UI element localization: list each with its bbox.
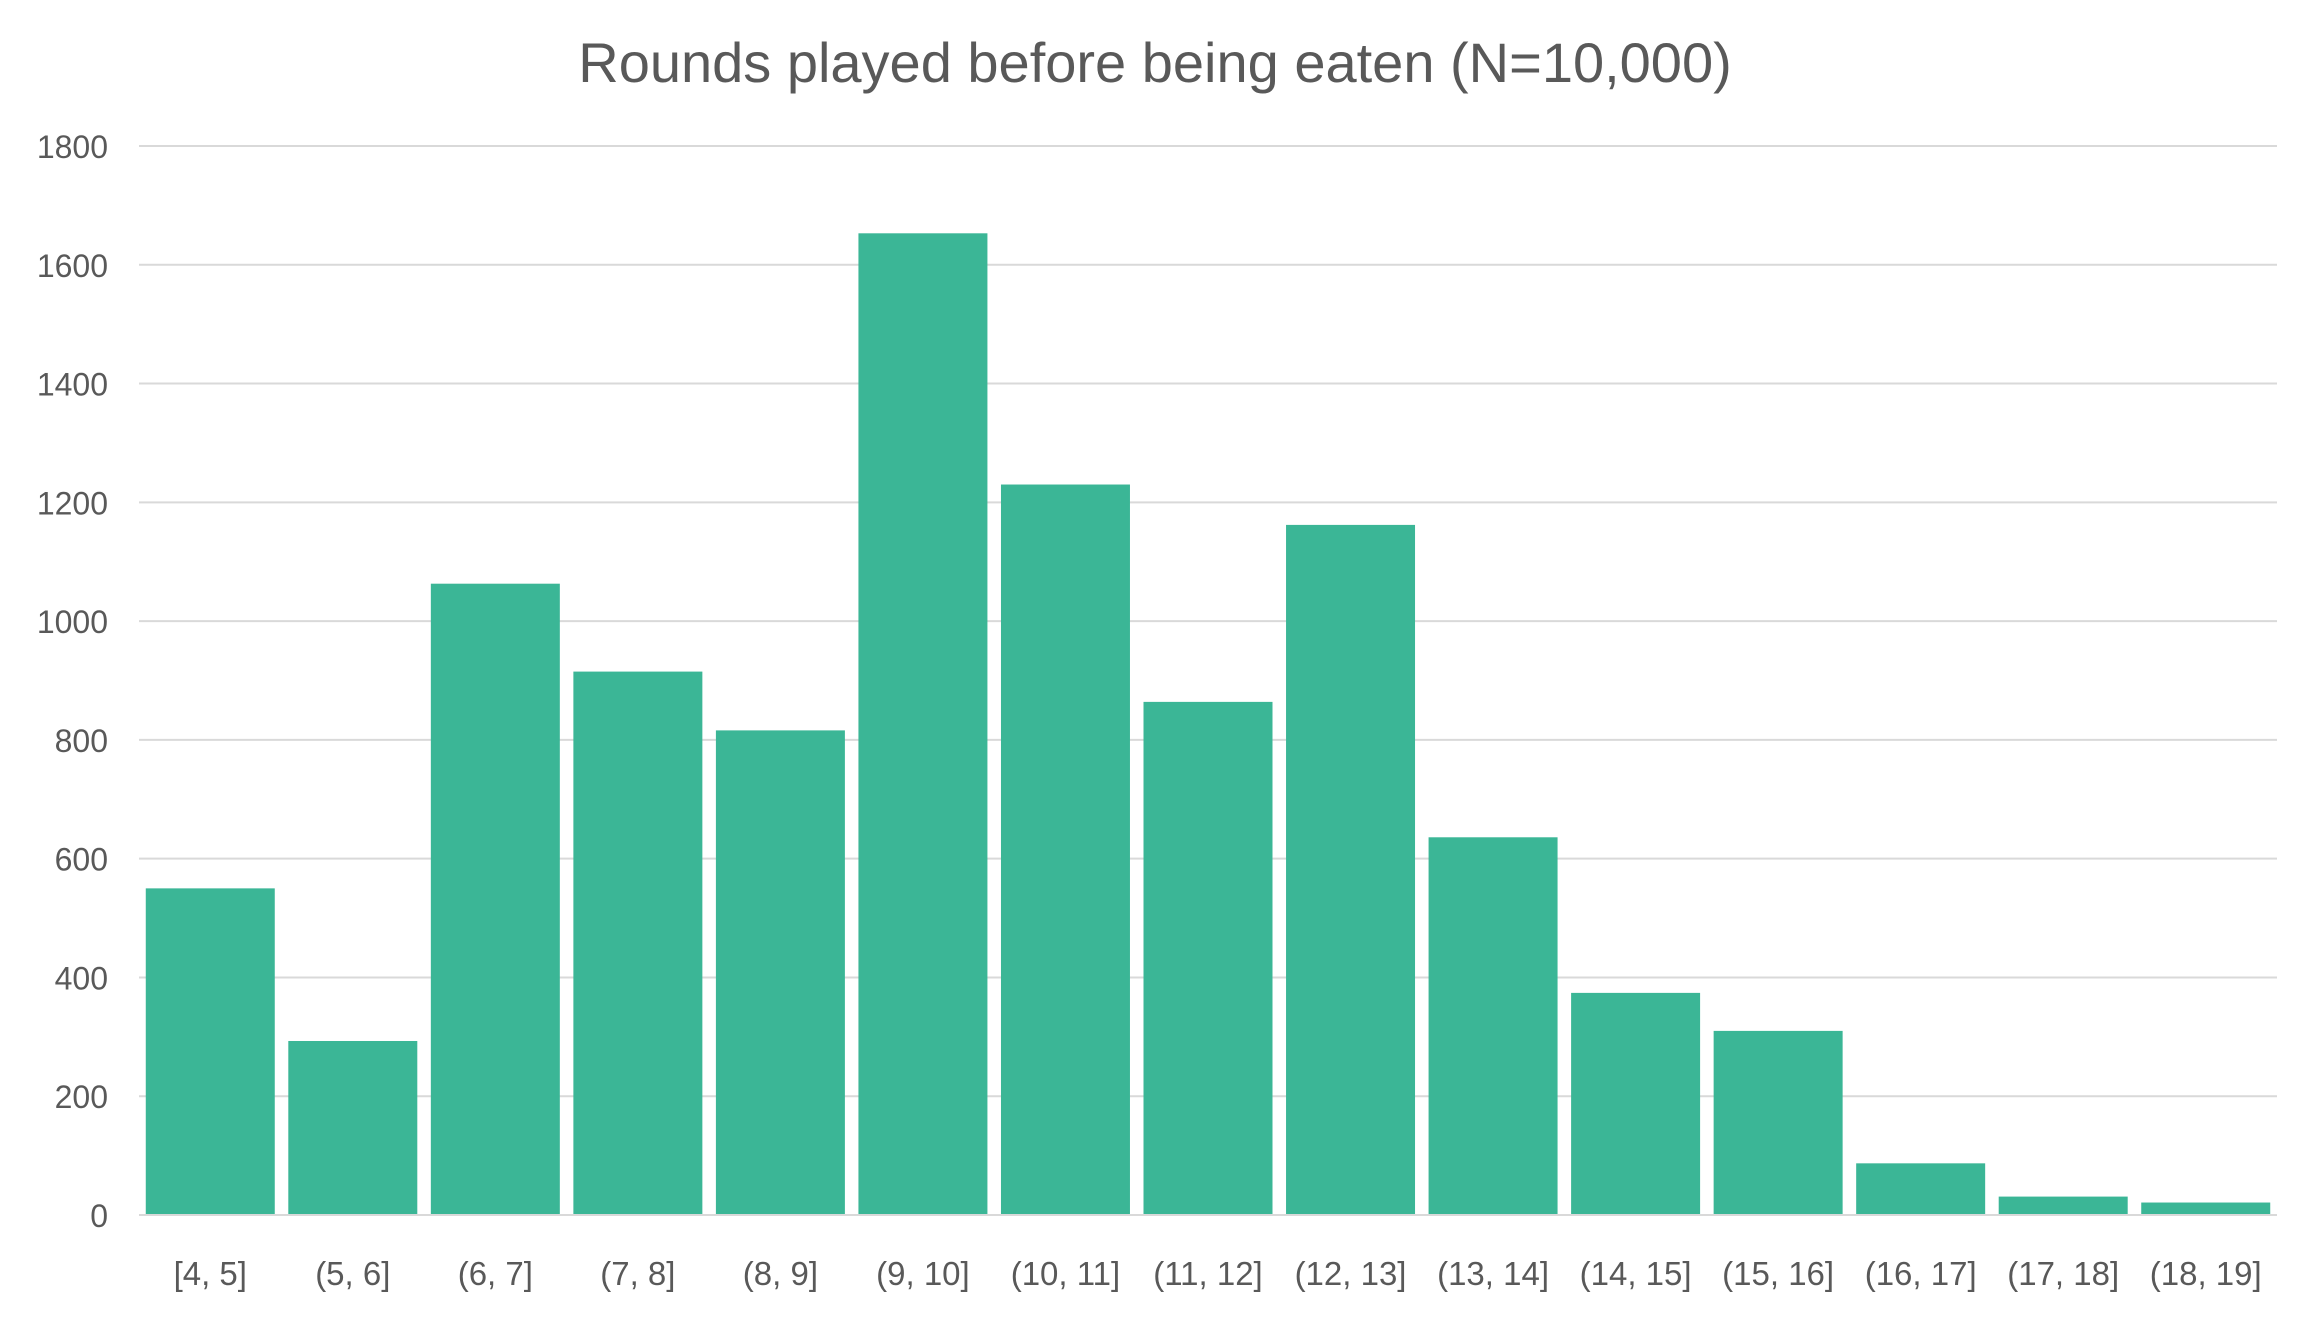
y-tick-label: 800 [55,723,108,759]
x-tick-label: (8, 9] [743,1255,818,1292]
y-tick-label: 1200 [37,485,108,521]
bar [2141,1202,2271,1215]
x-tick-label: [4, 5] [174,1255,247,1292]
x-tick-label: (13, 14] [1437,1255,1549,1292]
bar [430,583,560,1215]
chart-title: Rounds played before being eaten (N=10,0… [578,31,1732,94]
y-tick-label: 1000 [37,604,108,640]
bar [145,888,275,1215]
x-tick-label: (18, 19] [2150,1255,2262,1292]
bar [573,671,703,1215]
x-tick-label: (12, 13] [1295,1255,1407,1292]
x-tick-label: (7, 8] [600,1255,675,1292]
x-tick-label: (11, 12] [1153,1255,1262,1292]
bars [145,233,2271,1216]
y-tick-label: 1800 [37,129,108,165]
y-tick-label: 1400 [37,367,108,403]
y-tick-label: 600 [55,842,108,878]
bar [1856,1163,1986,1215]
bar [1713,1030,1843,1215]
x-tick-label: (9, 10] [876,1255,970,1292]
y-tick-label: 200 [55,1079,108,1115]
bar [1428,837,1558,1215]
x-tick-labels: [4, 5] (5, 6] (6, 7] (7, 8] (8, 9] (9, 10] (10… [174,1255,2262,1292]
y-tick-label: 1600 [37,248,108,284]
x-tick-label: (17, 18] [2007,1255,2119,1292]
y-tick-labels: 0 200 400 600 800 1000 1200 1400 1600 1800 [37,129,108,1234]
x-tick-label: (5, 6] [315,1255,390,1292]
x-tick-label: (16, 17] [1865,1255,1977,1292]
bar [1143,701,1273,1215]
x-tick-label: (10, 11] [1011,1255,1120,1292]
x-tick-label: (14, 15] [1580,1255,1692,1292]
bar [1998,1196,2128,1215]
bar [1000,484,1130,1215]
bar [858,233,988,1216]
x-tick-label: (15, 16] [1722,1255,1834,1292]
bar [715,730,845,1215]
bar [288,1040,418,1215]
bar [1286,524,1416,1215]
x-tick-label: (6, 7] [458,1255,533,1292]
y-tick-label: 0 [90,1198,108,1234]
bar [1571,992,1701,1215]
y-tick-label: 400 [55,960,108,996]
